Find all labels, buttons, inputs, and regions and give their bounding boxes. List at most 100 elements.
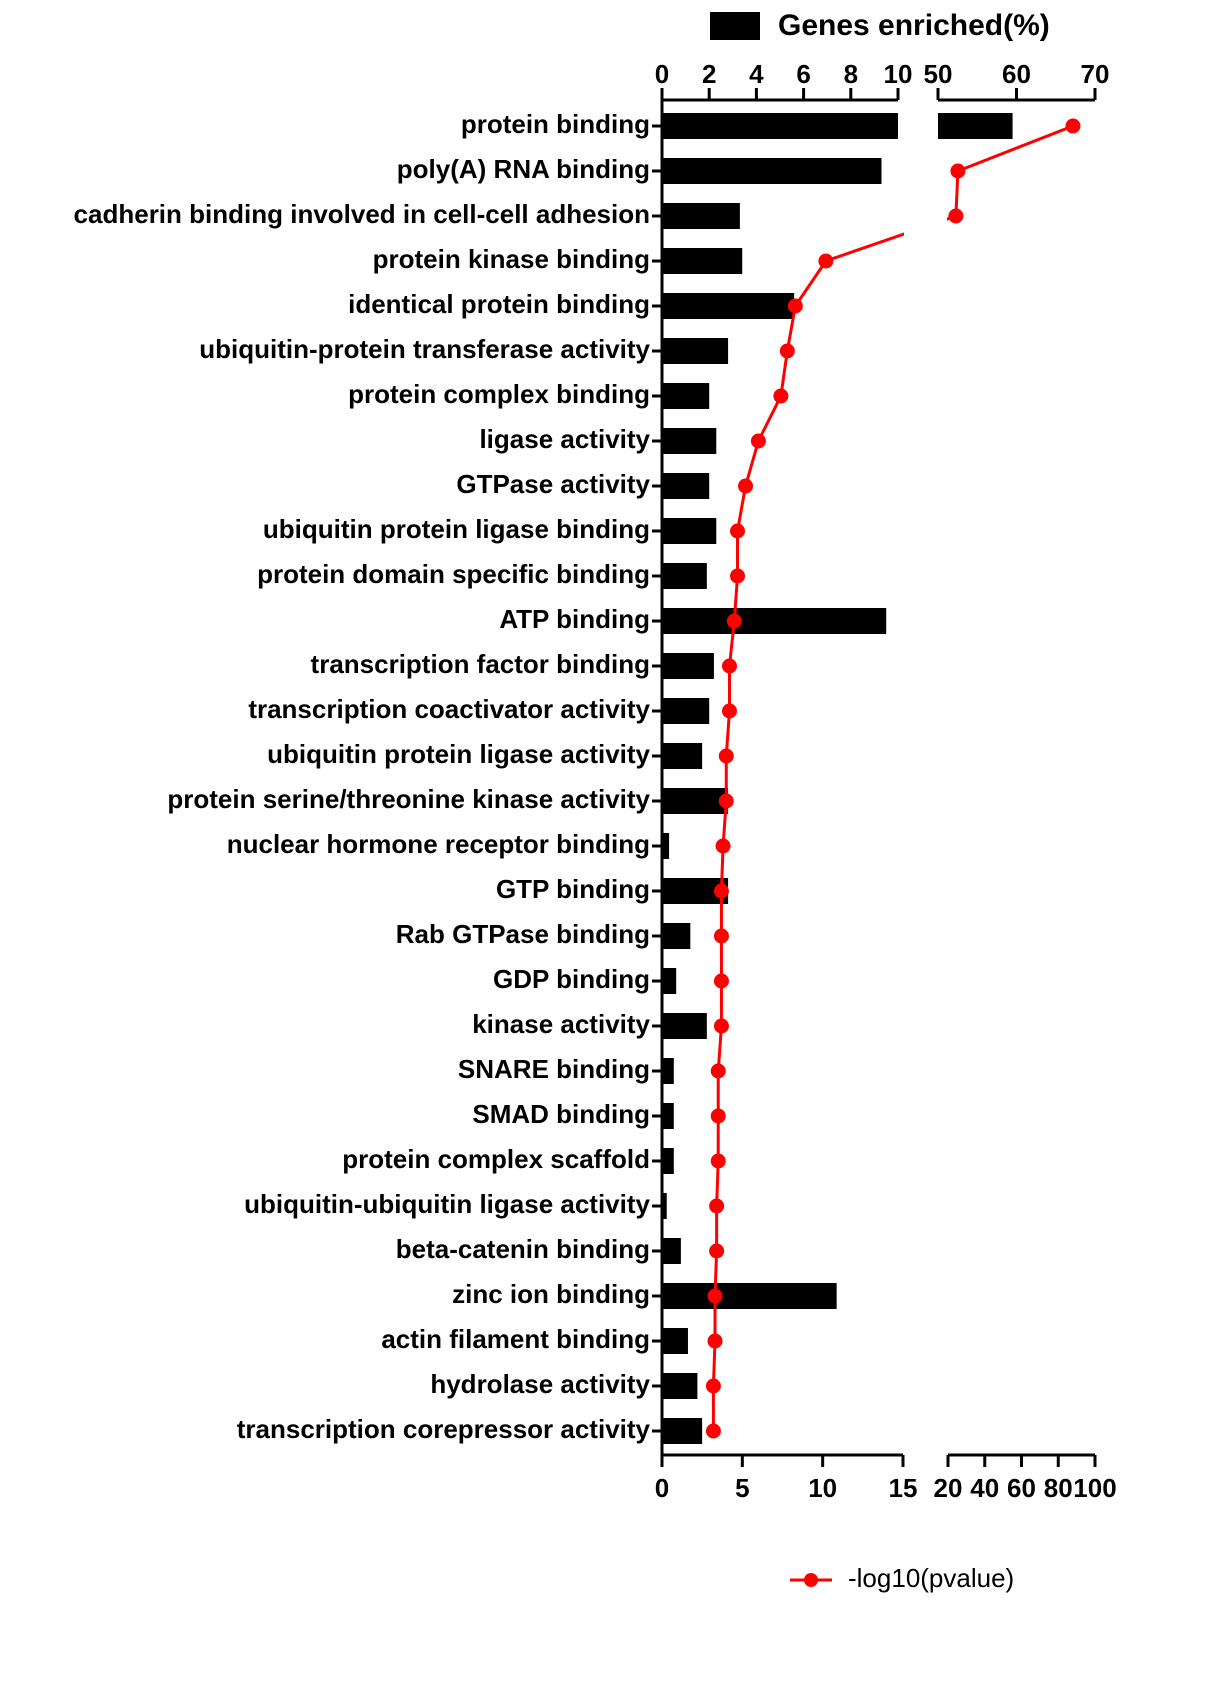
x-tick-label: 15 <box>889 1473 918 1503</box>
bar <box>938 113 1013 139</box>
point <box>773 388 789 404</box>
bar <box>662 608 887 634</box>
bar <box>662 1283 837 1309</box>
bar <box>662 203 740 229</box>
point <box>710 1153 726 1169</box>
point <box>713 883 729 899</box>
point <box>713 973 729 989</box>
point <box>730 568 746 584</box>
x-tick-label: 60 <box>1002 59 1031 89</box>
point <box>948 208 964 224</box>
y-tick-label: zinc ion binding <box>452 1279 650 1309</box>
x-tick-label: 60 <box>1007 1473 1036 1503</box>
point <box>713 1018 729 1034</box>
bar <box>662 1103 674 1129</box>
bar <box>662 293 795 319</box>
point <box>710 1108 726 1124</box>
y-tick-label: identical protein binding <box>348 289 650 319</box>
x-tick-label: 70 <box>1081 59 1110 89</box>
y-tick-label: ubiquitin protein ligase activity <box>267 739 650 769</box>
y-tick-label: protein complex binding <box>348 379 650 409</box>
y-tick-label: protein binding <box>461 109 650 139</box>
y-tick-label: ubiquitin-protein transferase activity <box>199 334 650 364</box>
y-tick-label: ubiquitin-ubiquitin ligase activity <box>244 1189 650 1219</box>
y-tick-label: transcription coactivator activity <box>248 694 650 724</box>
bar <box>662 158 882 184</box>
y-tick-label: kinase activity <box>472 1009 650 1039</box>
point <box>750 433 766 449</box>
x-tick-label: 0 <box>655 1473 669 1503</box>
y-tick-label: cadherin binding involved in cell-cell a… <box>74 199 650 229</box>
y-tick-label: protein serine/threonine kinase activity <box>167 784 650 814</box>
x-tick-label: 20 <box>934 1473 963 1503</box>
bar <box>662 473 710 499</box>
point <box>818 253 834 269</box>
point <box>1065 118 1081 134</box>
point <box>713 928 729 944</box>
bar <box>662 1418 703 1444</box>
x-tick-label: 6 <box>796 59 810 89</box>
bar <box>662 383 710 409</box>
x-tick-label: 0 <box>655 59 669 89</box>
y-tick-label: ubiquitin protein ligase binding <box>263 514 650 544</box>
y-tick-label: ATP binding <box>499 604 650 634</box>
bar <box>662 1058 674 1084</box>
x-tick-label: 4 <box>749 59 764 89</box>
point <box>718 748 734 764</box>
point <box>715 838 731 854</box>
bar <box>662 968 677 994</box>
y-tick-label: Rab GTPase binding <box>396 919 650 949</box>
y-tick-label: protein complex scaffold <box>342 1144 650 1174</box>
line-group <box>711 124 1074 1431</box>
point <box>787 298 803 314</box>
y-tick-label: ligase activity <box>479 424 650 454</box>
y-tick-label: SNARE binding <box>458 1054 650 1084</box>
bar <box>662 1193 667 1219</box>
legend-swatch <box>804 1573 818 1587</box>
point <box>707 1333 723 1349</box>
legend-label: -log10(pvalue) <box>848 1563 1014 1593</box>
bar <box>662 1013 707 1039</box>
x-tick-label: 5 <box>735 1473 749 1503</box>
point <box>709 1243 725 1259</box>
point <box>707 1288 723 1304</box>
bar <box>662 563 707 589</box>
bar <box>662 1328 688 1354</box>
x-tick-label: 2 <box>702 59 716 89</box>
point <box>709 1198 725 1214</box>
y-tick-label: protein kinase binding <box>373 244 650 274</box>
point <box>779 343 795 359</box>
y-tick-label: nuclear hormone receptor binding <box>227 829 650 859</box>
bar <box>662 428 717 454</box>
bar <box>662 248 743 274</box>
bar <box>662 833 670 859</box>
point <box>705 1423 721 1439</box>
y-tick-label: GDP binding <box>493 964 650 994</box>
y-tick-label: protein domain specific binding <box>257 559 650 589</box>
bar <box>662 113 898 139</box>
line <box>711 124 1074 1431</box>
bar <box>662 698 710 724</box>
y-tick-label: transcription corepressor activity <box>237 1414 651 1444</box>
y-tick-label: transcription factor binding <box>311 649 650 679</box>
x-tick-label: 80 <box>1044 1473 1073 1503</box>
bar <box>662 653 714 679</box>
point <box>726 613 742 629</box>
x-tick-label: 40 <box>970 1473 999 1503</box>
bar <box>662 743 703 769</box>
x-tick-label: 100 <box>1073 1473 1116 1503</box>
y-tick-label: poly(A) RNA binding <box>397 154 650 184</box>
y-tick-label: beta-catenin binding <box>396 1234 650 1264</box>
x-tick-label: 8 <box>844 59 858 89</box>
legend-swatch <box>710 12 760 40</box>
bar <box>662 788 729 814</box>
bar <box>662 338 729 364</box>
bar <box>662 518 717 544</box>
y-tick-label: SMAD binding <box>472 1099 650 1129</box>
point <box>705 1378 721 1394</box>
point <box>721 703 737 719</box>
point <box>738 478 754 494</box>
bar <box>662 1238 681 1264</box>
point <box>730 523 746 539</box>
